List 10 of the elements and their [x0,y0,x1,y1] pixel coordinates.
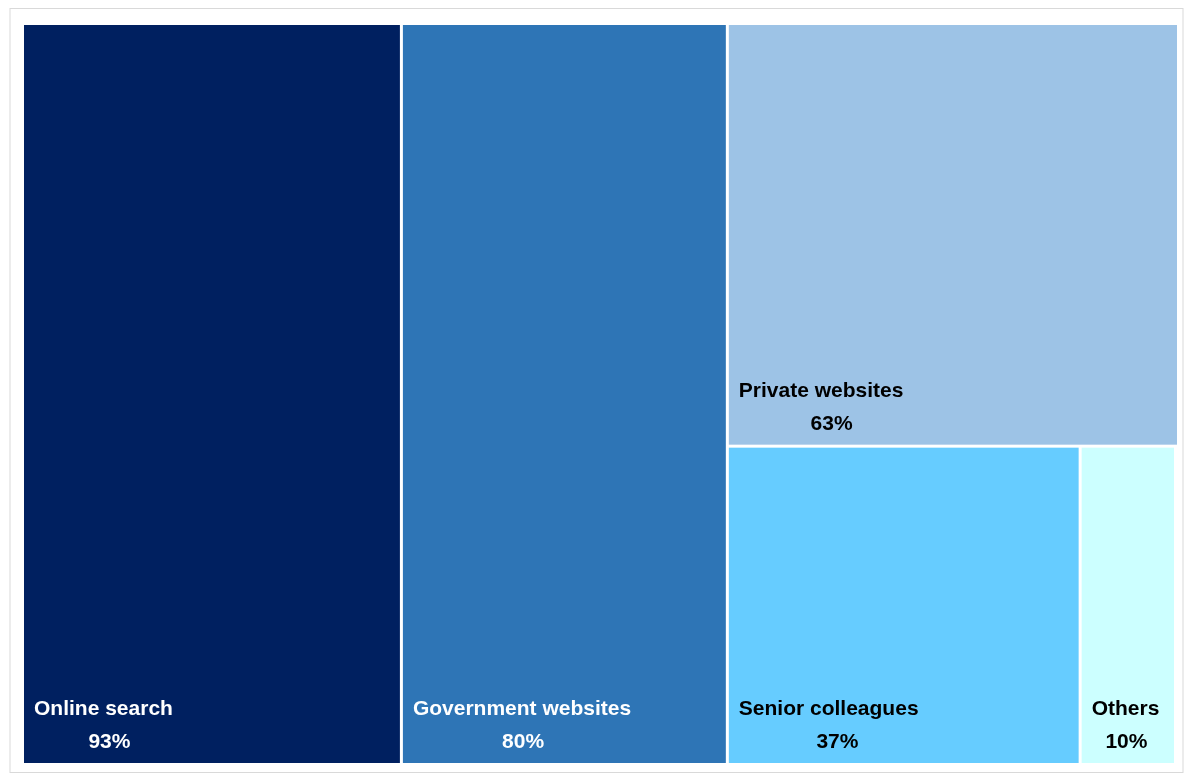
category-label: Private websites [738,377,904,401]
data-label: 10% [1105,729,1148,752]
category-label: Senior colleagues [738,696,919,719]
data-label: 80% [502,729,545,752]
category-label: Others [1091,696,1160,719]
category-label: Government websites [412,696,632,719]
data-label: 37% [816,729,859,752]
category-label: Online search [34,696,173,719]
data-label: 93% [88,729,131,752]
data-label: 63% [810,410,853,434]
